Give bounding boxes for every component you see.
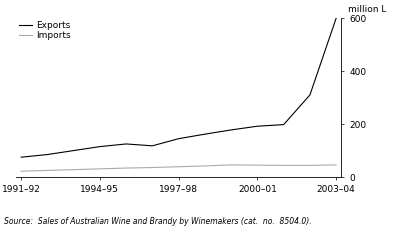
Exports <box>308 94 312 96</box>
Imports <box>124 167 129 169</box>
Exports <box>176 137 181 140</box>
Line: Imports: Imports <box>21 165 336 171</box>
Line: Exports: Exports <box>21 18 336 157</box>
Exports <box>150 144 155 147</box>
Exports <box>124 143 129 145</box>
Text: Source:  Sales of Australian Wine and Brandy by Winemakers (cat.  no.  8504.0).: Source: Sales of Australian Wine and Bra… <box>4 217 312 226</box>
Exports <box>45 153 50 156</box>
Exports <box>255 125 260 128</box>
Imports <box>71 168 76 171</box>
Exports <box>202 133 207 136</box>
Imports <box>150 166 155 169</box>
Imports <box>45 169 50 172</box>
Exports <box>19 156 23 158</box>
Exports <box>229 128 233 131</box>
Legend: Exports, Imports: Exports, Imports <box>18 20 71 41</box>
Text: million L: million L <box>348 5 387 14</box>
Exports <box>281 123 286 126</box>
Imports <box>281 164 286 167</box>
Imports <box>334 163 339 166</box>
Imports <box>202 165 207 167</box>
Exports <box>334 17 339 20</box>
Imports <box>308 164 312 167</box>
Exports <box>98 145 102 148</box>
Imports <box>19 170 23 173</box>
Imports <box>229 163 233 166</box>
Imports <box>176 165 181 168</box>
Imports <box>98 168 102 170</box>
Imports <box>255 164 260 167</box>
Exports <box>71 149 76 152</box>
